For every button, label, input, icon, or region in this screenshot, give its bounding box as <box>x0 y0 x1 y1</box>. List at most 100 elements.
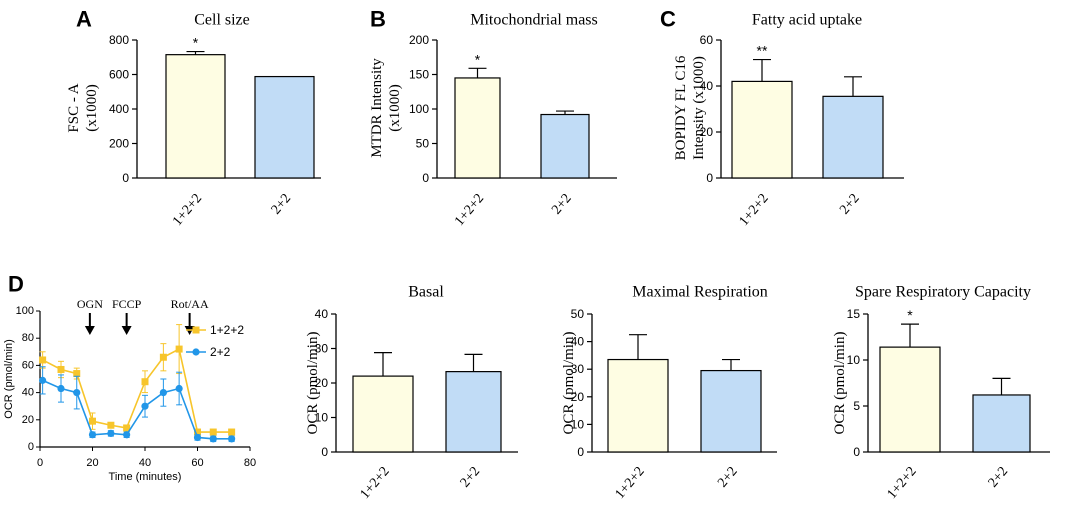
y-tick-label: 20 <box>700 125 714 139</box>
legend-label: 1+2+2 <box>210 323 244 337</box>
significance-marker: * <box>907 307 913 323</box>
bar <box>879 346 941 453</box>
y-tick-label: 10 <box>847 353 861 367</box>
y-tick-label: 10 <box>571 417 585 431</box>
x-tick-label: 2+2 <box>837 191 863 217</box>
significance-marker: ** <box>757 43 768 59</box>
bar <box>972 394 1031 453</box>
y-tick-label: 40 <box>315 307 329 321</box>
y-axis-label-line: FSC - A <box>66 83 82 132</box>
panel-g: Spare Respiratory Capacity OCR (pmol/min)… <box>832 284 1050 502</box>
y-axis-label-line: (x1000) <box>84 84 100 132</box>
data-point <box>175 345 183 353</box>
chart-title: Basal <box>408 284 444 301</box>
chart-title: Maximal Respiration <box>632 284 768 301</box>
y-tick-label: 40 <box>700 79 714 93</box>
data-point <box>159 353 167 361</box>
y-tick-label: 0 <box>853 445 860 459</box>
y-axis-label: OCR (pmol/min) <box>305 332 321 435</box>
bar <box>454 77 501 179</box>
y-axis-label: OCR (pmol/min) <box>832 332 848 435</box>
y-tick-label: 30 <box>571 362 585 376</box>
panel-letter: B <box>370 7 386 32</box>
series-line <box>42 379 232 440</box>
injection-arrow-head <box>84 326 95 335</box>
bar <box>607 358 669 453</box>
data-point <box>89 417 96 425</box>
chart-title: Fatty acid uptake <box>752 12 862 29</box>
panel-a: A Cell size FSC - A (x1000) 0 200 400 600 800 * 1+… <box>66 7 321 229</box>
y-tick-label: 20 <box>571 390 585 404</box>
panel-d: D 0 20 40 60 80 100 0 20 40 60 80 OCR (pmol/min) Time… <box>3 272 256 484</box>
data-point <box>193 433 202 442</box>
x-tick-label: 2+2 <box>269 191 295 217</box>
x-tick-label: 2+2 <box>986 464 1012 490</box>
y-tick-label: 20 <box>22 414 34 426</box>
y-tick-label: 0 <box>321 445 328 459</box>
data-point <box>73 389 81 397</box>
panel-c: C Fatty acid uptake BOPIDY FL C16 Intensity… <box>660 7 904 229</box>
data-point <box>194 428 201 436</box>
data-point <box>141 378 149 386</box>
legend-label: 2+2 <box>210 345 231 359</box>
x-tick-label: 1+2+2 <box>170 191 205 229</box>
data-point <box>107 421 115 429</box>
x-tick-label: 1+2+2 <box>358 464 393 502</box>
data-point <box>159 389 167 397</box>
y-axis-label-line: MTDR Intensity <box>369 58 385 158</box>
data-point <box>175 384 183 393</box>
y-tick-label: 60 <box>700 33 714 47</box>
data-point <box>209 435 217 443</box>
bar <box>700 369 762 453</box>
y-axis-label: FSC - A (x1000) <box>66 83 100 132</box>
y-axis-label: OCR (pmol/min) <box>561 332 577 435</box>
y-tick-label: 0 <box>422 171 429 185</box>
y-tick-label: 800 <box>109 33 129 47</box>
x-tick-label: 40 <box>139 457 151 469</box>
y-axis-label-line: Intensity (x1000) <box>691 56 707 160</box>
x-tick-label: 60 <box>191 457 203 469</box>
injection-arrow-head <box>121 326 132 335</box>
y-tick-label: 30 <box>315 342 329 356</box>
y-tick-label: 40 <box>571 335 585 349</box>
bar <box>540 113 590 179</box>
x-tick-label: 2+2 <box>549 191 575 217</box>
y-tick-label: 60 <box>22 359 34 371</box>
y-axis-label: BOPIDY FL C16 Intensity (x1000) <box>673 55 707 160</box>
x-tick-label: 1+2+2 <box>737 191 772 229</box>
y-tick-label: 0 <box>28 441 34 453</box>
y-tick-label: 100 <box>16 305 34 317</box>
y-tick-label: 15 <box>847 307 861 321</box>
panel-letter: A <box>76 7 92 32</box>
y-tick-label: 5 <box>853 399 860 413</box>
data-point <box>39 376 47 384</box>
bar <box>254 75 315 179</box>
y-axis-label-line: BOPIDY FL C16 <box>673 55 689 160</box>
data-point <box>57 384 65 393</box>
bar <box>445 371 502 453</box>
y-axis-label-line: OCR (pmol/min) <box>305 332 321 435</box>
bar <box>165 54 226 179</box>
y-tick-label: 200 <box>409 33 429 47</box>
y-tick-label: 150 <box>409 68 429 82</box>
panel-f: Maximal Respiration OCR (pmol/min)0 10 20 30… <box>561 284 777 502</box>
chart-title: Cell size <box>194 12 250 29</box>
y-tick-label: 0 <box>577 445 584 459</box>
data-point <box>209 428 217 436</box>
panel-e: Basal OCR (pmol/min)0 10 20 30 40 1+2+2 2+2 <box>305 284 518 502</box>
y-tick-label: 400 <box>109 102 129 116</box>
y-tick-label: 0 <box>122 171 129 185</box>
y-axis-label-line: OCR (pmol/min) <box>832 332 848 435</box>
y-tick-label: 80 <box>22 332 34 344</box>
bar <box>731 80 793 179</box>
panel-letter: D <box>8 272 24 297</box>
x-tick-label: 1+2+2 <box>885 464 920 502</box>
data-point <box>228 435 236 443</box>
y-tick-label: 50 <box>416 137 430 151</box>
injection-label: Rot/AA <box>171 297 209 311</box>
chart-title: Mitochondrial mass <box>470 12 598 29</box>
bar <box>822 95 884 179</box>
y-tick-label: 10 <box>315 411 329 425</box>
